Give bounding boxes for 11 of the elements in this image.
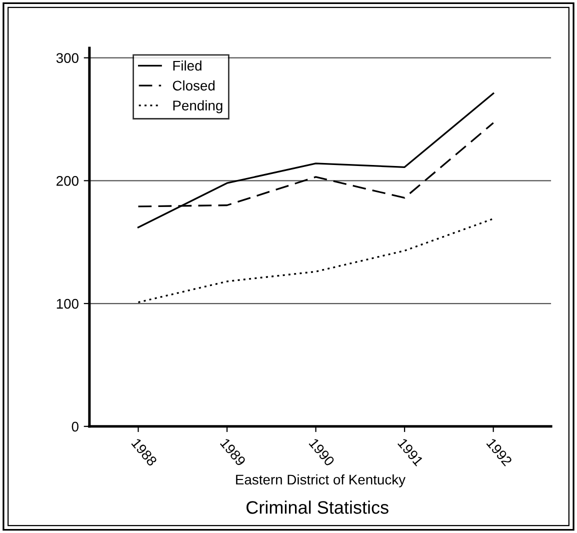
- legend-label: Pending: [173, 100, 222, 114]
- y-tick-label: 100: [56, 298, 78, 309]
- y-tick-label: 0: [72, 422, 78, 432]
- y-tick-label: 300: [56, 53, 78, 63]
- y-tick-label: 200: [56, 176, 78, 186]
- x-axis-title: Eastern District of Kentucky: [236, 474, 406, 488]
- line-series: [137, 218, 494, 304]
- legend-label: Closed: [172, 80, 215, 91]
- legend-label: Filed: [173, 60, 202, 71]
- line-series: [137, 92, 494, 228]
- text: Criminal Statistics: [246, 500, 388, 514]
